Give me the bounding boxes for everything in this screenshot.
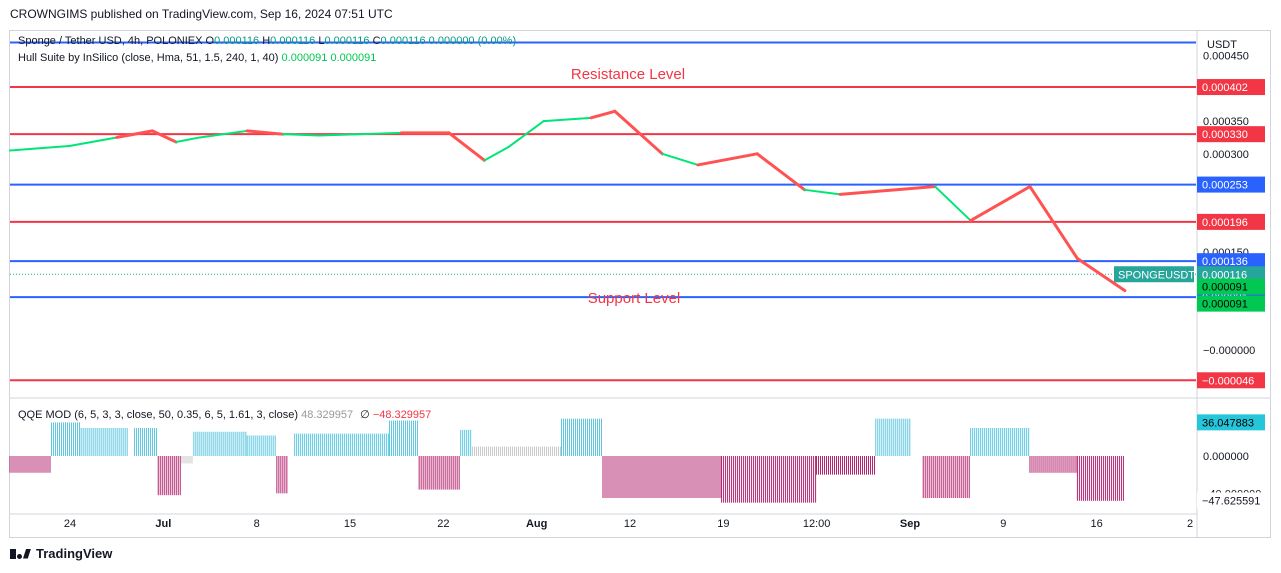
qqe-legend: QQE MOD (6, 5, 3, 3, close, 50, 0.35, 6,… — [18, 408, 431, 421]
qqe-value-badge-label: 36.047883 — [1202, 417, 1254, 429]
high-label: H — [262, 35, 271, 47]
x-tick-label: 24 — [64, 518, 76, 530]
price-badge-label: 0.000253 — [1202, 180, 1248, 192]
open-value: 0.000116 — [214, 35, 260, 47]
price-badge-label: 0.000330 — [1202, 129, 1248, 141]
hull-segment — [68, 136, 118, 147]
y-tick-label: −0.000000 — [1203, 345, 1255, 357]
null-icon: ∅ — [360, 409, 370, 421]
hull-segment — [1028, 185, 1079, 261]
hull-segment — [447, 131, 486, 162]
hull-segment — [483, 146, 510, 162]
qqe-value-2: −48.329957 — [372, 409, 432, 421]
change-value: 0.000000 (0.00%) — [428, 35, 517, 47]
hull-segment — [281, 133, 320, 137]
tradingview-footer[interactable]: TradingView — [10, 546, 112, 561]
hull-value-1: 0.000091 — [281, 52, 328, 64]
x-tick-label: 12 — [624, 518, 636, 530]
symbol-label[interactable]: Sponge / Tether USD, 4h, POLONIEX — [18, 35, 203, 47]
x-tick-label: Jul — [155, 518, 171, 530]
price-badge-label: −0.000046 — [1202, 375, 1254, 387]
x-tick-label: 22 — [437, 518, 449, 530]
hull-segment — [755, 152, 807, 192]
hull-segment — [1075, 257, 1127, 293]
price-badge — [1197, 253, 1265, 270]
x-tick-label: 9 — [1000, 518, 1006, 530]
x-tick-label: 12:00 — [803, 518, 831, 530]
hull-segment — [150, 129, 178, 144]
price-badge-label: 0.000196 — [1202, 217, 1248, 229]
qqe-value-badge — [1197, 492, 1265, 509]
x-tick-label: 2 — [1187, 518, 1193, 530]
symbol-badge — [1114, 266, 1194, 283]
hull-segment — [175, 136, 201, 144]
price-badge — [1197, 372, 1265, 389]
tradingview-brand: TradingView — [36, 546, 113, 561]
hull-segment — [115, 129, 154, 139]
price-badge — [1197, 79, 1265, 96]
price-badge — [1197, 176, 1265, 193]
qqe-value-1: 48.329957 — [301, 409, 354, 421]
price-badge-label: 0.000402 — [1202, 82, 1248, 94]
support-annotation: Support Level — [588, 290, 681, 307]
qqe-value-badge — [1197, 414, 1265, 431]
hull-segment — [969, 185, 1032, 223]
price-badge — [1197, 213, 1265, 230]
x-tick-label: 15 — [344, 518, 356, 530]
y-tick-label: 0.000450 — [1203, 51, 1249, 63]
x-tick-label: 8 — [254, 518, 260, 530]
hull-segment — [198, 129, 249, 139]
hull-badge-label: 0.000091 — [1202, 299, 1248, 311]
y-tick-label: 0.000300 — [1203, 149, 1249, 161]
hull-segment — [507, 120, 545, 149]
open-label: O — [205, 35, 215, 47]
hull-segment — [696, 152, 759, 167]
hull-segment — [317, 131, 403, 137]
y-tick-label: 0.000350 — [1203, 116, 1249, 128]
chart-frame — [9, 30, 1271, 538]
hull-segment — [613, 109, 664, 156]
hull-segment — [9, 144, 71, 152]
qqe-y-tick-label: 0.000000 — [1203, 451, 1249, 463]
hull-segment — [803, 188, 842, 196]
x-tick-label: 16 — [1091, 518, 1103, 530]
hull-segment — [838, 185, 937, 196]
hull-badge — [1197, 295, 1265, 312]
hull-segment — [661, 152, 699, 166]
hull-legend: Hull Suite by InSilico (close, Hma, 51, … — [18, 52, 376, 64]
high-value: 0.000116 — [270, 35, 316, 47]
hull-name[interactable]: Hull Suite by InSilico (close, Hma, 51, … — [18, 52, 279, 64]
close-value: 0.000116 — [380, 35, 426, 47]
x-tick-label: Aug — [526, 518, 547, 530]
resistance-annotation: Resistance Level — [571, 66, 685, 83]
hull-badge-label: 0.000091 — [1202, 282, 1248, 294]
hull-segment — [589, 109, 617, 120]
last-price-badge-label: 0.000116 — [1202, 269, 1247, 281]
last-price-badge — [1197, 266, 1265, 283]
close-label: C — [372, 35, 381, 47]
x-tick-label: Sep — [900, 518, 920, 530]
hull-badge — [1197, 278, 1265, 295]
price-badge — [1197, 126, 1265, 143]
publisher-info: CROWNGIMS published on TradingView.com, … — [10, 7, 393, 21]
x-tick-label: 19 — [717, 518, 729, 530]
qqe-value-badge-label: −47.625591 — [1202, 495, 1260, 507]
tradingview-logo-icon — [10, 548, 31, 559]
low-value: 0.000116 — [324, 35, 370, 47]
qqe-name[interactable]: QQE MOD (6, 5, 3, 3, close, 50, 0.35, 6,… — [18, 409, 299, 421]
main-legend: Sponge / Tether USD, 4h, POLONIEX O0.000… — [18, 35, 516, 47]
currency-label: USDT — [1207, 39, 1237, 51]
hull-segment — [934, 185, 972, 222]
symbol-badge-label: SPONGEUSDT — [1118, 269, 1195, 281]
low-label: L — [318, 35, 325, 47]
hull-value-2: 0.000091 — [330, 52, 377, 64]
price-badge-label: 0.000136 — [1202, 256, 1248, 268]
hull-segment — [542, 116, 593, 123]
hull-segment — [245, 129, 285, 136]
